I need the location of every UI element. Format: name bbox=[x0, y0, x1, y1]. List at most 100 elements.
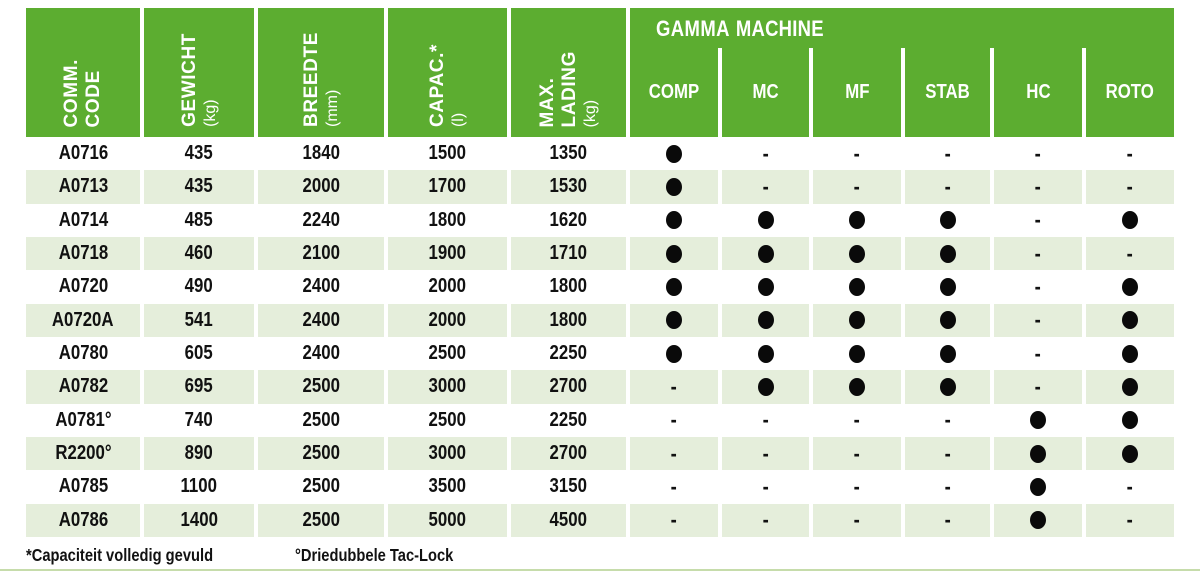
col-header-comm-code-label: COMM. CODE bbox=[61, 59, 105, 127]
cell-machine-hc bbox=[994, 470, 1082, 503]
availability-dot-icon bbox=[939, 244, 956, 263]
cell-comm-code: A0782 bbox=[26, 370, 140, 404]
table-header: COMM. CODE GEWICHT (kg) BREEDTE (mm) CAP… bbox=[26, 8, 1174, 137]
bottom-divider bbox=[0, 569, 1200, 571]
availability-dot-icon bbox=[666, 177, 682, 196]
breedte-value: 2500 bbox=[302, 508, 340, 531]
capac-value: 1900 bbox=[428, 242, 467, 265]
col-header-breedte-label: BREEDTE (mm) bbox=[301, 32, 342, 127]
cell-machine-hc: - bbox=[994, 236, 1082, 271]
gamma-title-rest: MACHINE bbox=[735, 16, 824, 41]
gamma-title-strong: GAMMA bbox=[655, 16, 730, 41]
gewicht-value: 740 bbox=[184, 408, 214, 431]
cell-breedte: 2400 bbox=[258, 303, 384, 337]
cell-machine-hc: - bbox=[994, 137, 1082, 170]
capac-value: 3000 bbox=[428, 442, 467, 465]
cell-machine-stab: - bbox=[905, 137, 990, 170]
availability-dash: - bbox=[670, 373, 678, 399]
cell-capac: 3000 bbox=[388, 436, 507, 471]
cell-machine-stab: - bbox=[905, 503, 990, 537]
header-line: GEWICHT bbox=[178, 33, 200, 127]
cell-comm-code: A0720 bbox=[26, 270, 140, 303]
cell-gewicht: 890 bbox=[144, 436, 254, 471]
comm-code-value: A0716 bbox=[58, 142, 108, 165]
availability-dash: - bbox=[944, 140, 951, 166]
cell-machine-hc bbox=[994, 436, 1082, 471]
cell-max-lading: 1710 bbox=[511, 236, 626, 271]
cell-machine-mc bbox=[722, 337, 809, 370]
cell-max-lading: 1620 bbox=[511, 204, 626, 237]
breedte-value: 2500 bbox=[302, 375, 340, 398]
availability-dot-icon bbox=[849, 277, 865, 296]
cell-capac: 5000 bbox=[388, 503, 507, 537]
cell-max-lading: 1530 bbox=[511, 170, 626, 204]
availability-dash: - bbox=[853, 473, 861, 499]
cell-machine-mc: - bbox=[722, 170, 809, 204]
availability-dot-icon bbox=[1122, 311, 1138, 330]
availability-dot-icon bbox=[1030, 511, 1046, 530]
availability-dash: - bbox=[1034, 240, 1042, 266]
availability-dot-icon bbox=[666, 211, 682, 230]
capac-value: 3500 bbox=[428, 475, 467, 498]
col-header-mf-label: MF bbox=[844, 81, 870, 103]
cell-gewicht: 541 bbox=[144, 303, 254, 337]
max-lading-value: 4500 bbox=[549, 508, 588, 531]
availability-dot-icon bbox=[1122, 344, 1138, 363]
col-header-comp-label: COMP bbox=[648, 81, 700, 103]
availability-dot-icon bbox=[666, 311, 682, 330]
col-header-comp: COMP bbox=[630, 48, 718, 137]
cell-gewicht: 460 bbox=[144, 236, 254, 271]
cell-machine-mf: - bbox=[813, 503, 901, 537]
availability-dash: - bbox=[762, 473, 769, 499]
cell-machine-hc: - bbox=[994, 270, 1082, 303]
availability-dot-icon bbox=[849, 344, 865, 363]
availability-dash: - bbox=[1126, 240, 1134, 266]
gewicht-value: 1100 bbox=[180, 475, 218, 498]
col-header-hc: HC bbox=[994, 48, 1082, 137]
comm-code-value: A0785 bbox=[58, 475, 108, 498]
availability-dash: - bbox=[944, 173, 951, 199]
availability-dash: - bbox=[762, 407, 769, 433]
capac-value: 2500 bbox=[428, 408, 467, 431]
cell-gewicht: 435 bbox=[144, 137, 254, 170]
availability-dash: - bbox=[944, 407, 951, 433]
cell-comm-code: A0716 bbox=[26, 137, 140, 170]
cell-max-lading: 4500 bbox=[511, 503, 626, 537]
cell-breedte: 1840 bbox=[258, 137, 384, 170]
spec-table: COMM. CODE GEWICHT (kg) BREEDTE (mm) CAP… bbox=[26, 8, 1174, 537]
cell-comm-code: A0713 bbox=[26, 170, 140, 204]
footnotes: *Capaciteit volledig gevuld °Driedubbele … bbox=[26, 545, 483, 566]
cell-max-lading: 1800 bbox=[511, 270, 626, 303]
cell-max-lading: 2250 bbox=[511, 337, 626, 370]
header-line: BREEDTE bbox=[300, 32, 322, 127]
cell-machine-comp: - bbox=[630, 503, 718, 537]
availability-dash: - bbox=[1034, 307, 1042, 333]
availability-dash: - bbox=[1126, 140, 1134, 166]
header-line: CAPAC.* bbox=[427, 43, 448, 127]
table-row: A0781° 740 2500 2500 2250 - - - - bbox=[26, 404, 1174, 437]
cell-machine-mf: - bbox=[813, 436, 901, 471]
max-lading-value: 1620 bbox=[549, 208, 588, 231]
comm-code-value: A0782 bbox=[58, 375, 108, 398]
header-unit: (mm) bbox=[323, 89, 341, 127]
cell-machine-roto: - bbox=[1086, 236, 1174, 271]
cell-machine-roto bbox=[1086, 204, 1174, 237]
availability-dash: - bbox=[1034, 140, 1042, 166]
col-header-gewicht-label: GEWICHT (kg) bbox=[179, 33, 220, 127]
gewicht-value: 605 bbox=[184, 342, 214, 365]
cell-machine-stab bbox=[905, 270, 990, 303]
availability-dash: - bbox=[1126, 507, 1134, 533]
cell-breedte: 2500 bbox=[258, 370, 384, 404]
col-header-max-lading-label: MAX. LADING (kg) bbox=[537, 51, 600, 127]
gewicht-value: 1400 bbox=[180, 508, 218, 531]
max-lading-value: 1800 bbox=[549, 308, 588, 331]
availability-dot-icon bbox=[849, 244, 865, 263]
max-lading-value: 2250 bbox=[549, 408, 588, 431]
cell-capac: 2000 bbox=[388, 303, 507, 337]
col-header-comm-code: COMM. CODE bbox=[26, 8, 140, 137]
availability-dash: - bbox=[944, 440, 951, 466]
availability-dot-icon bbox=[1030, 411, 1046, 430]
cell-machine-roto: - bbox=[1086, 137, 1174, 170]
col-header-max-lading: MAX. LADING (kg) bbox=[511, 8, 626, 137]
availability-dot-icon bbox=[757, 344, 774, 363]
